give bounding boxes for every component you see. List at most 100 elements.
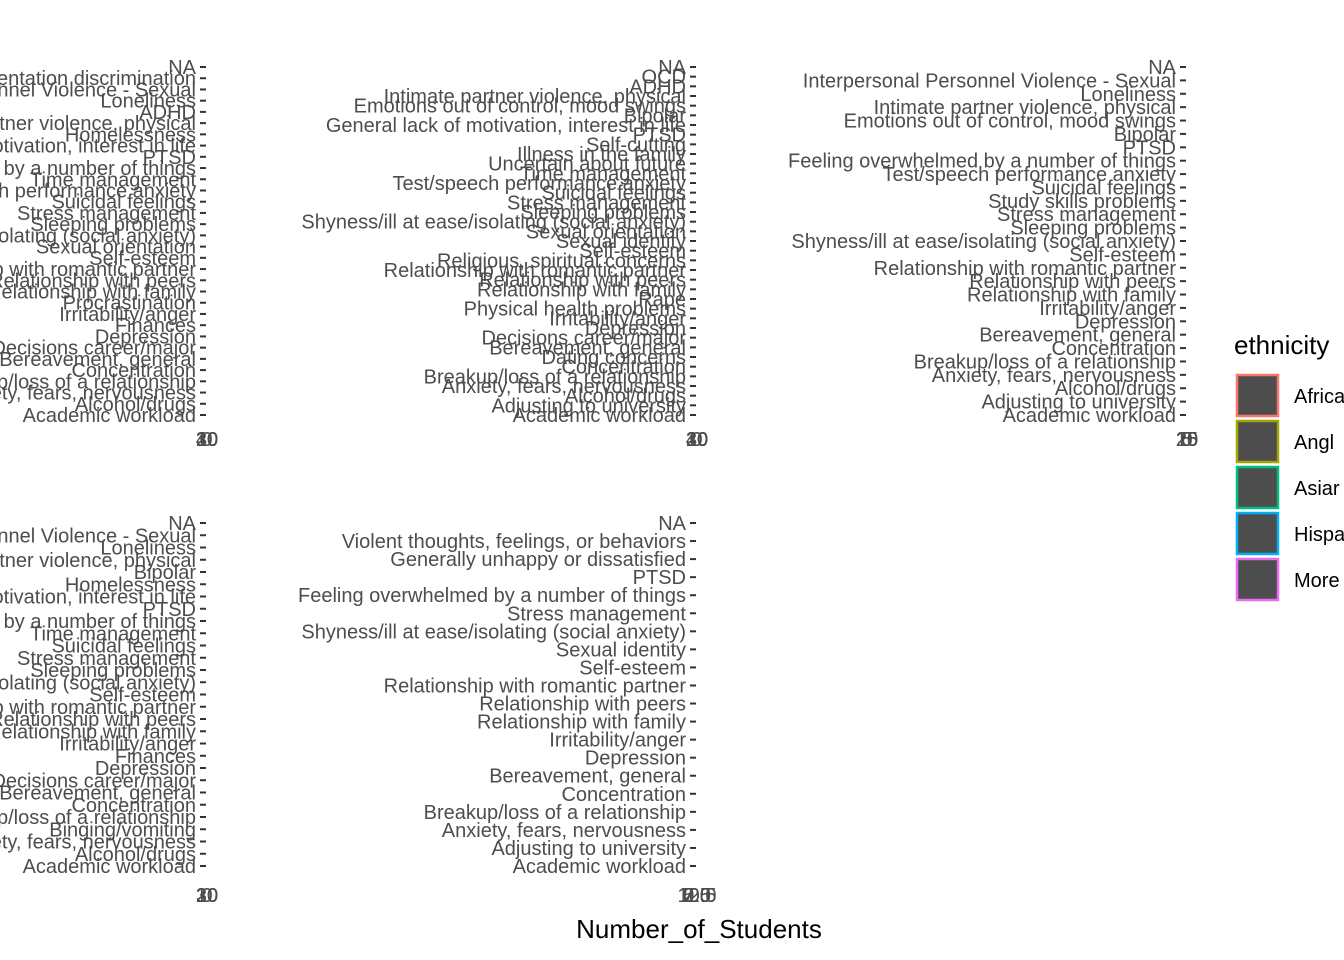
y-tick-label: Intimate partner violence, physical (874, 97, 1176, 119)
y-tick-label: Relationship with romantic partner (384, 675, 687, 697)
y-tick-label: Loneliness (100, 538, 196, 560)
y-tick-label: Suicidal feelings (51, 192, 196, 214)
y-tick-label: Concentration (71, 795, 196, 817)
y-tick-label: Depression (1075, 311, 1176, 333)
y-tick-label: Sleeping problems (30, 660, 196, 682)
x-tick-label: 20 (196, 885, 218, 907)
y-tick-label: Test/speech performance anxiety (393, 173, 687, 195)
y-tick-label: Religious, spiritual concerns (437, 250, 686, 272)
y-tick-label: Illness in the family (517, 144, 686, 166)
y-tick-label: Academic workload (1003, 405, 1176, 427)
y-tick-label: Interpersonal Personnel Violence - Sexua… (0, 79, 196, 101)
y-tick-label: General lack of motivation, interest in … (0, 587, 196, 609)
y-tick-label: Anxiety, fears, nervousness (0, 832, 196, 854)
y-tick-label: Dating concerns (541, 347, 686, 369)
y-tick-label: Anxiety, fears, nervousness (442, 820, 686, 842)
y-tick-label: Emotions out of control, mood swings (844, 111, 1176, 133)
y-tick-label: Bereavement, general (0, 349, 196, 371)
y-tick-label: Concentration (561, 784, 686, 806)
y-tick-label: Feeling overwhelmed by a number of thing… (298, 585, 686, 607)
y-tick-label: Irritability/anger (549, 308, 686, 330)
y-tick-label: Sexual identity (556, 639, 686, 661)
y-tick-label: Homelessness (65, 574, 196, 596)
y-tick-label: NA (168, 513, 196, 535)
y-tick-label: Depression (95, 326, 196, 348)
y-tick-label: Violent thoughts, feelings, or behaviors (342, 531, 686, 553)
y-tick-label: Decisions career/major (0, 770, 196, 792)
y-tick-label: Bereavement, general (979, 325, 1176, 347)
y-tick-label: Interpersonal Personnel Violence - Sexua… (803, 70, 1176, 92)
y-tick-label: Academic workload (513, 405, 686, 427)
y-tick-label: Shyness/ill at ease/isolating (social an… (301, 212, 686, 234)
x-tick-label: 0 (1181, 429, 1192, 451)
y-tick-label: PTSD (633, 125, 686, 147)
x-tick-label: 20 (1176, 429, 1198, 451)
y-tick-label: PTSD (1123, 137, 1176, 159)
y-tick-label: Feeling overwhelmed by a number of thing… (0, 611, 196, 633)
legend-key (1235, 419, 1280, 464)
y-tick-label: Stress management (17, 203, 196, 225)
y-tick-label: Time management (520, 163, 686, 185)
y-tick-label: Intimate partner violence, physical (384, 86, 686, 108)
y-tick-label: NA (658, 513, 686, 535)
x-tick-label: 5.0 (683, 885, 711, 907)
y-tick-label: Self-esteem (579, 657, 686, 679)
y-tick-label: Sleeping problems (30, 214, 196, 236)
legend-label: Asiar (1294, 478, 1340, 500)
x-tick-label: 12.5 (678, 885, 717, 907)
y-tick-label: Stress management (17, 648, 196, 670)
facet-panel-1: NASexual orientation discriminationInter… (0, 57, 218, 451)
y-tick-label: Uncertain about future (488, 154, 686, 176)
y-tick-label: Concentration (71, 360, 196, 382)
y-tick-label: Loneliness (1080, 84, 1176, 106)
y-tick-label: Suicidal feelings (1031, 177, 1176, 199)
y-tick-label: Concentration (561, 357, 686, 379)
y-tick-label: Binging/vomiting (49, 819, 196, 841)
x-tick-label: 0.0 (683, 885, 711, 907)
x-tick-label: 30 (686, 429, 708, 451)
y-tick-label: Feeling overwhelmed by a number of thing… (788, 151, 1176, 173)
legend-key (1235, 557, 1280, 602)
y-tick-label: Anxiety, fears, nervousness (932, 365, 1176, 387)
legend-label: Hispa (1294, 524, 1344, 546)
y-tick-label: Relationship with romantic partner (0, 259, 196, 281)
y-tick-label: Breakup/loss of a relationship (424, 802, 686, 824)
y-tick-label: Academic workload (23, 856, 196, 878)
y-tick-label: Self-esteem (89, 248, 196, 270)
y-tick-label: Sexual orientation discrimination (0, 68, 196, 90)
x-tick-label: 40 (196, 429, 218, 451)
y-tick-label: Alcohol/drugs (75, 844, 196, 866)
legend: ethnicity Africa Angl Asiar Hispa More (1234, 330, 1344, 602)
y-tick-label: Sleeping problems (520, 202, 686, 224)
y-tick-label: Study skills problems (988, 191, 1176, 213)
y-tick-label: Sexual orientation (526, 221, 686, 243)
y-tick-label: Academic workload (513, 856, 686, 878)
y-tick-label: Time management (30, 169, 196, 191)
y-tick-label: Bipolar (134, 562, 197, 584)
x-tick-label: 0 (201, 429, 212, 451)
y-tick-label: Relationship with peers (479, 694, 686, 716)
y-tick-label: Test/speech performance anxiety (883, 164, 1177, 186)
x-tick-label: 10.0 (678, 885, 717, 907)
y-tick-label: Stress management (997, 204, 1176, 226)
legend-label: Africa (1294, 386, 1344, 408)
y-tick-label: Finances (115, 746, 196, 768)
y-tick-label: Relationship with family (967, 285, 1176, 307)
y-tick-label: Irritability/anger (59, 304, 196, 326)
y-tick-label: Test/speech performance anxiety (0, 180, 196, 202)
y-tick-label: PTSD (143, 147, 196, 169)
y-tick-label: NA (168, 57, 196, 79)
y-tick-label: Intimate partner violence, physical (0, 550, 196, 572)
y-tick-label: Procrastination (63, 293, 196, 315)
y-tick-label: Shyness/ill at ease/isolating (social an… (301, 621, 686, 643)
legend-label: Angl (1294, 432, 1334, 454)
y-tick-label: Adjusting to university (491, 395, 686, 417)
y-tick-label: Bereavement, general (489, 337, 686, 359)
x-tick-label: 30 (196, 429, 218, 451)
y-tick-label: PTSD (633, 567, 686, 589)
x-tick-label: 0 (691, 429, 702, 451)
